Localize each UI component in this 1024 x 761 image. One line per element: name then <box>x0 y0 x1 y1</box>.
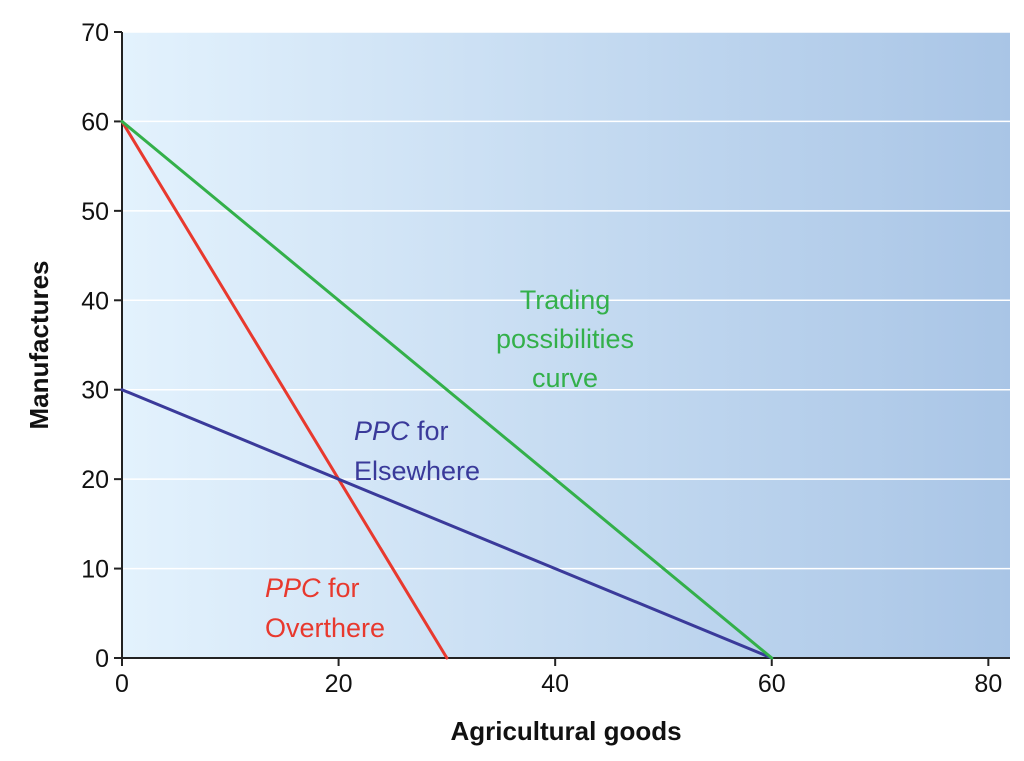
plot-background <box>122 32 1010 658</box>
annotation-trading-line-1: Trading <box>520 285 611 315</box>
annotation-elsewhere-line-2: Elsewhere <box>354 456 480 486</box>
series-line-overthere <box>120 119 449 660</box>
x-axis-title: Agricultural goods <box>450 716 681 746</box>
annotation-overthere-line-1: PPC for <box>265 573 360 603</box>
y-tick-label-60: 60 <box>81 108 109 136</box>
series-line-trading <box>120 119 774 660</box>
annotations: PPC for Overthere PPC for Elsewhere Trading p… <box>265 285 634 643</box>
x-tick-label-20: 20 <box>325 670 353 698</box>
y-tick-label-10: 10 <box>81 556 109 584</box>
y-tick-label-40: 40 <box>81 287 109 315</box>
annotation-trading-line-2: possibilities <box>496 324 634 354</box>
y-tick-label-50: 50 <box>81 198 109 226</box>
x-tick-label-60: 60 <box>758 670 786 698</box>
y-tick-label-0: 0 <box>95 645 109 673</box>
annotation-elsewhere-line-1: PPC for <box>354 416 449 446</box>
y-tick-label-20: 20 <box>81 466 109 494</box>
y-tick-label-30: 30 <box>81 377 109 405</box>
annotation-trading-line-3: curve <box>532 363 598 393</box>
axes: 0 10 20 30 40 50 60 70 0 20 40 60 80 <box>81 19 1010 698</box>
x-tick-label-40: 40 <box>541 670 569 698</box>
series-line-elsewhere <box>120 388 774 660</box>
grid-lines <box>122 31 1010 570</box>
y-tick-label-70: 70 <box>81 19 109 47</box>
y-axis-title: Manufactures <box>24 260 54 429</box>
annotation-overthere-line-2: Overthere <box>265 613 385 643</box>
series-lines <box>120 119 774 660</box>
x-tick-label-80: 80 <box>974 670 1002 698</box>
x-tick-label-0: 0 <box>115 670 129 698</box>
